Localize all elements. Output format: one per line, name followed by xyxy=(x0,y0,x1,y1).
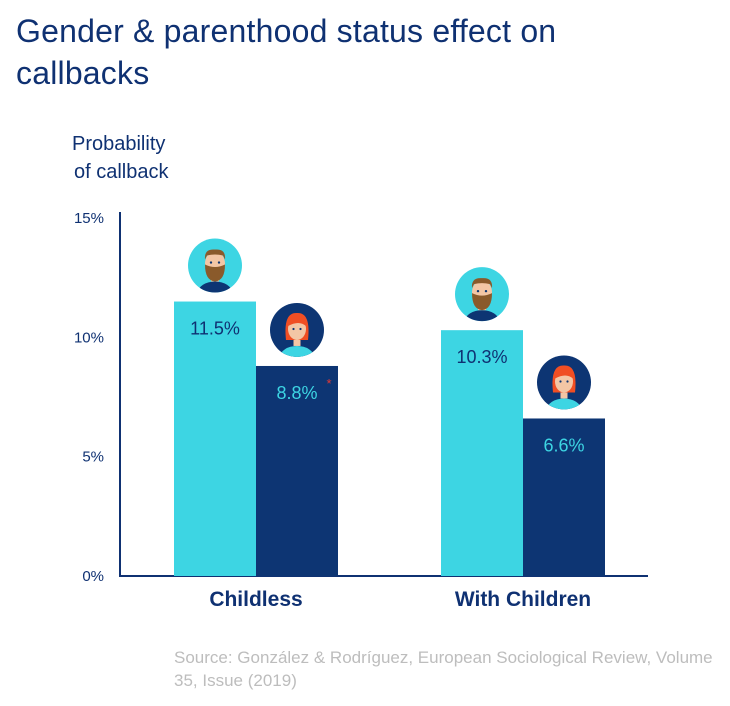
source-note: Source: González & Rodríguez, European S… xyxy=(174,648,713,690)
x-category-label: Childless xyxy=(209,588,302,611)
y-tick-label: 10% xyxy=(74,329,104,346)
bar xyxy=(174,301,256,576)
bar-value-label: 8.8% xyxy=(276,383,317,403)
man-avatar-icon xyxy=(188,238,242,293)
bar-value-label: 6.6% xyxy=(543,435,584,455)
woman-avatar-icon xyxy=(537,355,591,410)
bar-value-label: 11.5% xyxy=(190,319,240,339)
man-avatar-icon xyxy=(455,267,509,322)
chart-title: Gender & parenthood status effect on cal… xyxy=(16,13,557,91)
y-axis-label: Probability of callback xyxy=(72,130,169,186)
significance-asterisk: * xyxy=(326,376,331,391)
y-tick-label: 15% xyxy=(74,210,104,227)
y-tick-label: 0% xyxy=(82,568,104,585)
y-axis-label-line-1: Probability xyxy=(72,133,166,155)
y-axis-label-line-2: of callback xyxy=(74,161,169,183)
bar xyxy=(256,365,338,576)
y-tick-label: 5% xyxy=(82,449,104,466)
bar xyxy=(523,418,605,576)
x-category-label: With Children xyxy=(455,588,591,611)
bar-value-label: 10.3% xyxy=(456,347,507,367)
bar xyxy=(441,330,523,576)
woman-avatar-icon xyxy=(270,302,324,357)
